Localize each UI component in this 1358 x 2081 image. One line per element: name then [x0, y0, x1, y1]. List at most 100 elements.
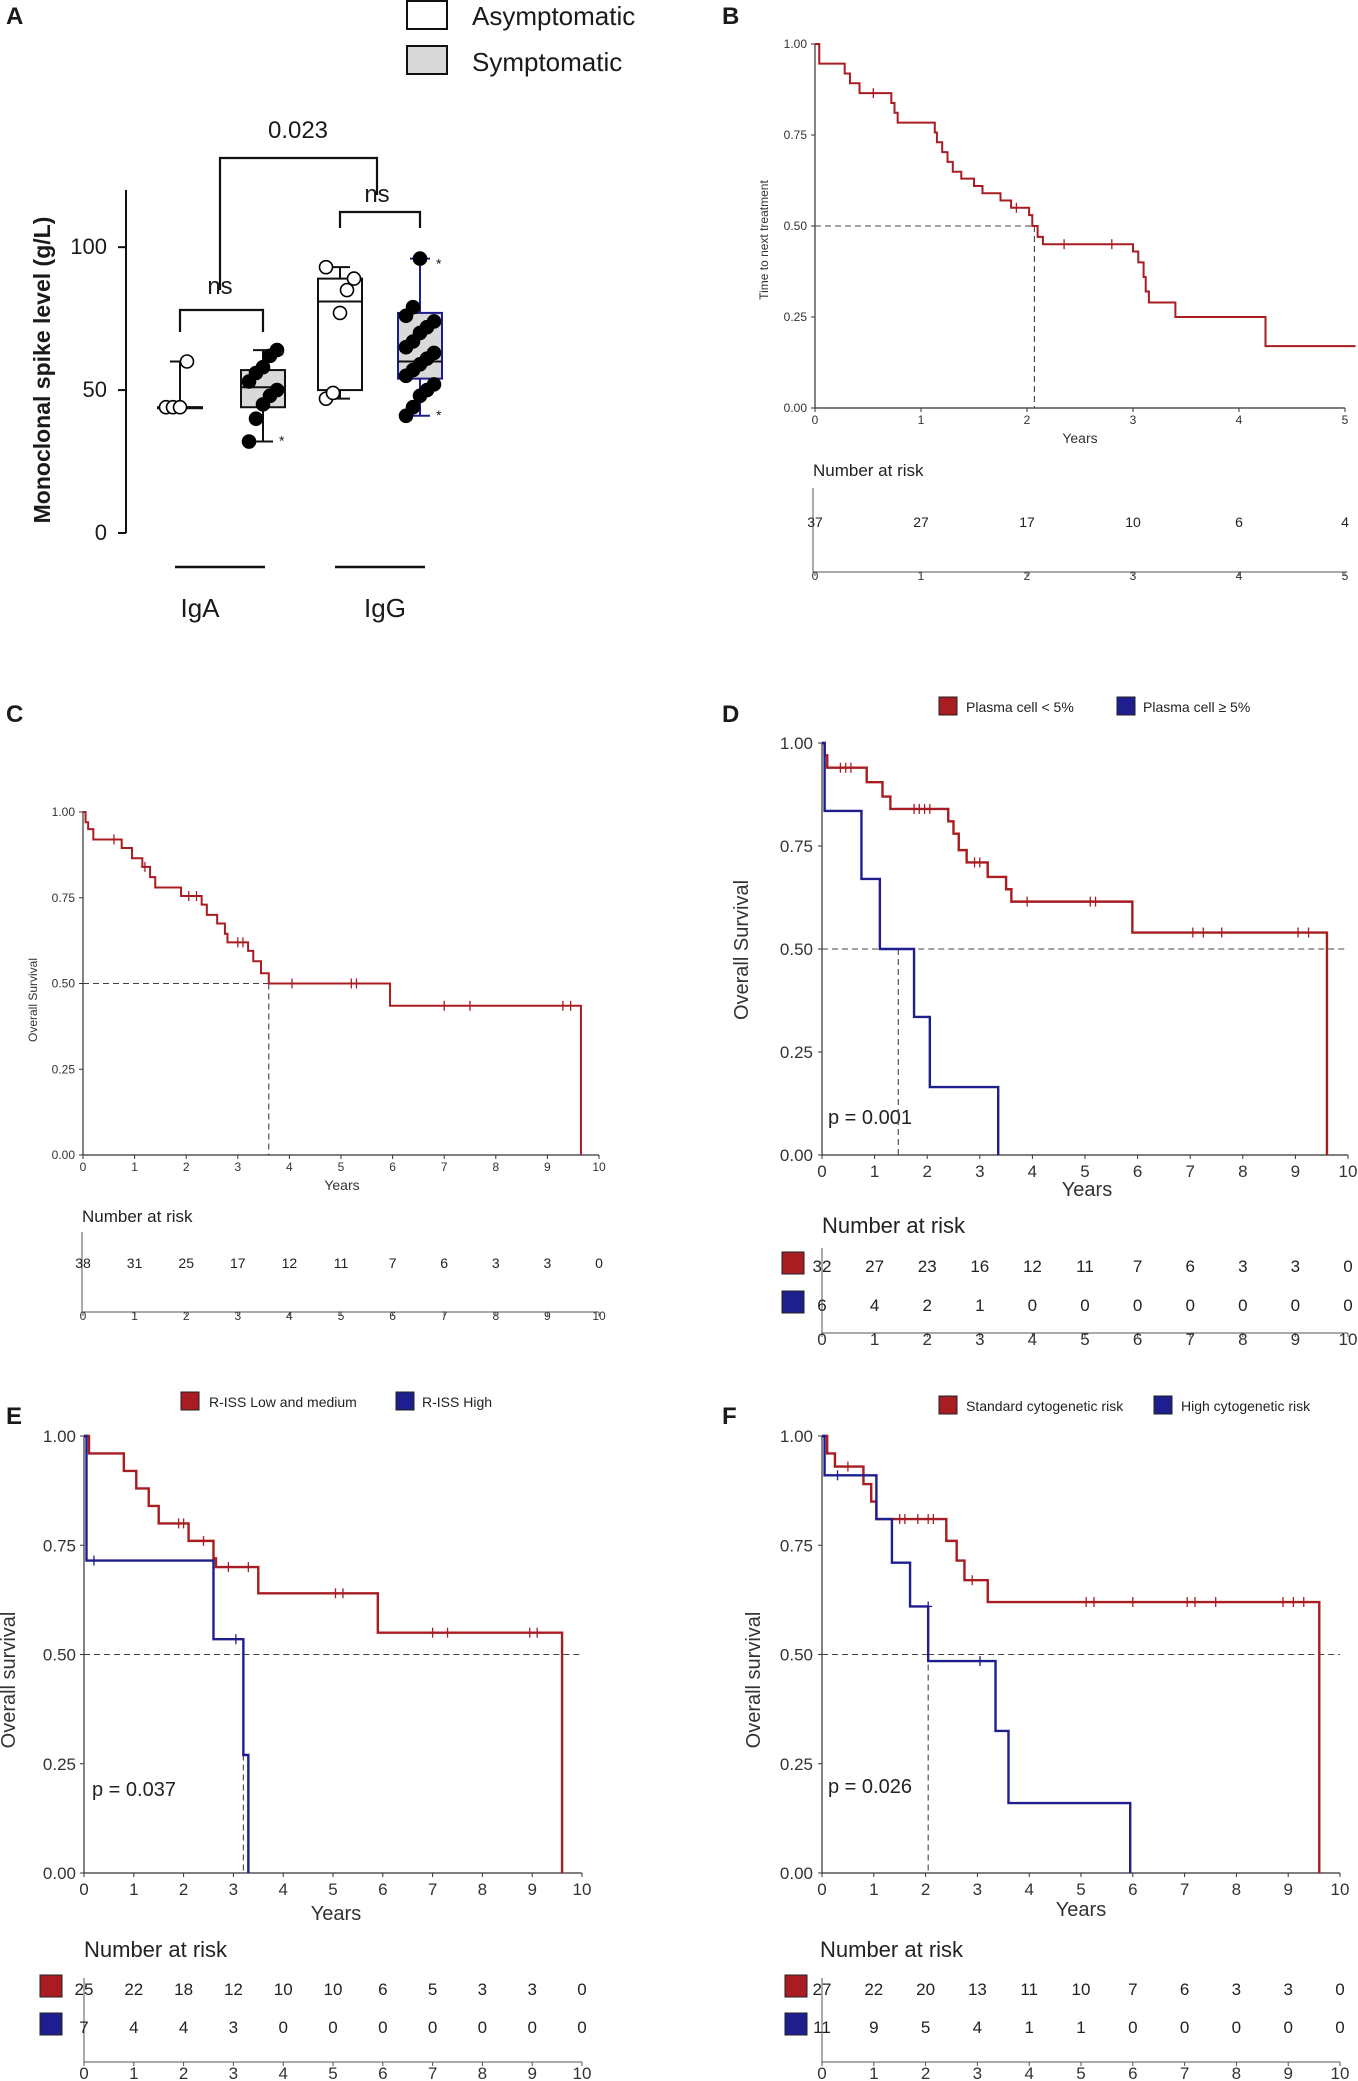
panel-c-risk-xtick-label: 7	[441, 1309, 448, 1323]
panel-a-data-point	[248, 411, 264, 426]
legend-swatch-riss-low	[180, 1391, 200, 1411]
panel-d-risk-count: 7	[1133, 1257, 1142, 1276]
panel-d-risk-xtick-label: 4	[1028, 1330, 1037, 1349]
panel-f-y-axis-label: Overall survival	[743, 1612, 765, 1749]
panel-d-risk-xtick-label: 2	[922, 1330, 931, 1349]
panel-e-risk-count: 10	[274, 1980, 293, 1999]
panel-a-outlier-star: *	[279, 347, 285, 363]
panel-f-risk-xtick-label: 4	[1024, 2064, 1033, 2081]
panel-c-risk-xtick-label: 1	[131, 1309, 138, 1323]
panel-f-os-cyto: F Standard cytogenetic risk High cytogen…	[722, 1395, 1350, 2081]
panel-letter-b: B	[722, 3, 739, 30]
panel-c-risk-count: 25	[178, 1255, 194, 1271]
panel-f-risk-count: 11	[1020, 1980, 1038, 1999]
panel-a-data-point	[318, 259, 334, 275]
panel-d-risk-count: 3	[1238, 1257, 1247, 1276]
panel-e-risk-count: 7	[79, 2018, 88, 2037]
legend-swatch-riss-high	[395, 1391, 415, 1411]
panel-c-xtick-label: 10	[592, 1160, 606, 1174]
panel-e-risk-count: 0	[278, 2018, 287, 2037]
panel-f-ytick-label: 0.25	[780, 1755, 813, 1774]
panel-d-risk-count: 2	[922, 1296, 931, 1315]
panel-f-risk-xtick-label: 0	[817, 2064, 826, 2081]
panel-a-data-point	[412, 251, 428, 266]
panel-f-risk-xtick-label: 3	[973, 2064, 982, 2081]
panel-c-risk-count: 7	[389, 1255, 397, 1271]
legend-label-plasma-low: Plasma cell < 5%	[966, 699, 1074, 715]
panel-e-x-axis-label: Years	[311, 1903, 361, 1925]
panel-f-risk-count: 22	[864, 1980, 883, 1999]
panel-c-x-axis-label: Years	[324, 1177, 359, 1193]
panel-a-ytick-100: 100	[70, 234, 107, 259]
panel-d-risk-count: 0	[1028, 1296, 1037, 1315]
panel-letter-f: F	[722, 1403, 737, 1430]
panel-c-xtick-label: 5	[338, 1160, 345, 1174]
panel-b-ytick-label: 0.00	[784, 401, 808, 415]
panel-d-plot-area: 0.000.250.500.751.000 1 2 3 4 5 6 7 8 9 100 1 2 3 4 5 6 7…	[780, 734, 1358, 1349]
panel-d-risk-count: 11	[1076, 1257, 1094, 1276]
panel-b-x-axis-label: Years	[1062, 430, 1097, 446]
panel-c-risk-count: 31	[127, 1255, 143, 1271]
panel-a-outlier-star: *	[436, 256, 442, 272]
panel-d-risk-count: 6	[1185, 1257, 1194, 1276]
panel-e-risk-swatch-blue	[39, 2012, 63, 2036]
panel-e-risk-count: 12	[224, 1980, 243, 1999]
panel-c-ytick-label: 0.25	[52, 1062, 76, 1076]
panel-d-xtick-label: 6	[1133, 1162, 1142, 1181]
panel-c-risk-xtick-label: 10	[592, 1309, 606, 1323]
panel-e-risk-count: 22	[124, 1980, 143, 1999]
panel-f-risk-xtick-label: 5	[1076, 2064, 1085, 2081]
panel-d-xtick-label: 9	[1291, 1162, 1300, 1181]
panel-e-curve-red	[84, 1434, 564, 1873]
panel-b-xtick-label: 3	[1130, 413, 1137, 427]
panel-f-xtick-label: 4	[1024, 1880, 1033, 1899]
panel-f-risk-count: 20	[916, 1980, 935, 1999]
panel-d-os-plasma: D Plasma cell < 5% Plasma cell ≥ 5% Over…	[722, 696, 1358, 1349]
panel-f-risk-xtick-label: 7	[1180, 2064, 1189, 2081]
panel-f-risk-count: 11	[813, 2018, 831, 2037]
panel-b-risk-count: 10	[1125, 514, 1141, 530]
panel-e-risk-count: 5	[428, 1980, 437, 1999]
panel-f-curve-blue	[822, 1434, 1132, 1873]
panel-b-risk-xtick-label: 3	[1130, 569, 1137, 583]
panel-f-risk-xtick-label: 2	[921, 2064, 930, 2081]
panel-a-boxplot: A Asymptomatic Symptomatic 0.023 ns ns M…	[6, 0, 635, 623]
panel-e-risk-count: 0	[328, 2018, 337, 2037]
panel-f-ytick-label: 0.75	[780, 1536, 813, 1555]
panel-c-risk-count: 3	[544, 1255, 552, 1271]
panel-f-ytick-label: 0.50	[780, 1646, 813, 1665]
panel-b-risk-xtick-label: 0	[812, 569, 819, 583]
panel-letter-c: C	[6, 701, 23, 728]
panel-a-data-point	[172, 399, 188, 415]
legend-swatch-cyto-high	[1153, 1395, 1173, 1415]
panel-e-risk-count: 0	[577, 1980, 586, 1999]
panel-d-ytick-label: 0.75	[780, 837, 813, 856]
panel-a-data-point	[405, 299, 421, 315]
panel-f-risk-count: 9	[869, 2018, 878, 2037]
panel-d-xtick-label: 1	[870, 1162, 879, 1181]
panel-f-risk-count: 1	[1024, 2018, 1033, 2037]
panel-f-risk-count: 4	[973, 2018, 982, 2037]
panel-c-risk-count: 6	[440, 1255, 448, 1271]
panel-c-risk-count: 38	[75, 1255, 91, 1271]
panel-e-risk-xtick-label: 8	[478, 2064, 487, 2081]
panel-d-risk-title: Number at risk	[822, 1213, 966, 1238]
panel-a-data-point	[269, 342, 285, 358]
panel-d-risk-count: 16	[970, 1257, 989, 1276]
panel-f-risk-count: 7	[1128, 1980, 1137, 1999]
panel-a-data-point	[405, 399, 421, 415]
panel-d-risk-swatch-red	[781, 1251, 805, 1275]
panel-a-y-axis-label: Monoclonal spike level (g/L)	[29, 217, 55, 524]
panel-c-xtick-label: 0	[80, 1160, 87, 1174]
panel-a-data-point	[426, 377, 442, 392]
panel-d-curve-blue	[822, 741, 1000, 1155]
legend-label-cyto-standard: Standard cytogenetic risk	[966, 1398, 1124, 1414]
legend-label-cyto-high: High cytogenetic risk	[1181, 1398, 1311, 1414]
panel-d-xtick-label: 8	[1238, 1162, 1247, 1181]
panel-f-risk-count: 0	[1180, 2018, 1189, 2037]
panel-a-data-point	[241, 434, 257, 449]
panel-e-risk-count: 4	[129, 2018, 138, 2037]
panel-letter-e: E	[6, 1403, 22, 1430]
panel-f-plot-area: 0.000.250.500.751.000 1 2 3 4 5 6 7 8 9 100 1 2 3 4 5 6 7…	[780, 1427, 1350, 2081]
panel-c-os: C Overall Survival Years Number at risk …	[6, 701, 606, 1323]
